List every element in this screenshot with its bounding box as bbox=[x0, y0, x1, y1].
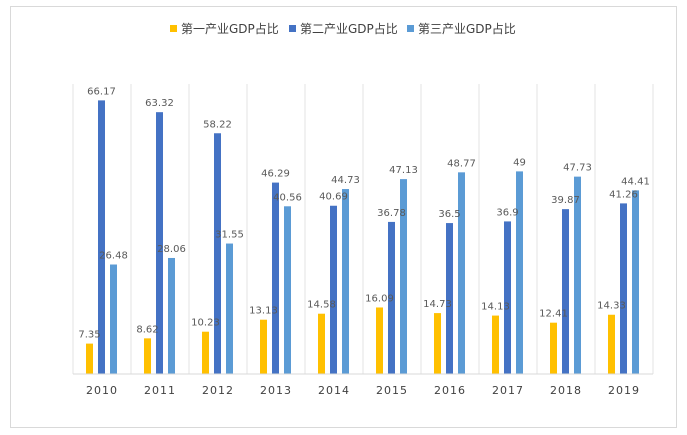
bar-2018-series-1 bbox=[550, 322, 557, 374]
bar-2019-series-2 bbox=[620, 203, 627, 374]
grid-lines bbox=[72, 84, 654, 374]
data-label-2019-series-3: 44.41 bbox=[621, 176, 650, 187]
data-label-2018-series-2: 39.87 bbox=[551, 195, 580, 206]
bar-2017-series-1 bbox=[492, 315, 499, 374]
data-label-2019-series-1: 14.33 bbox=[597, 301, 626, 312]
bar-2011-series-1 bbox=[144, 338, 151, 374]
data-label-2012-series-3: 31.55 bbox=[215, 230, 244, 241]
x-tick-label: 2017 bbox=[492, 384, 524, 397]
data-label-2017-series-1: 14.13 bbox=[481, 302, 510, 313]
bar-2010-series-1 bbox=[86, 343, 93, 374]
bar-2019-series-1 bbox=[608, 314, 615, 374]
bar-2014-series-1 bbox=[318, 313, 325, 374]
data-label-2010-series-1: 7.35 bbox=[78, 330, 100, 341]
x-axis: 2010 2011 2012 2013 2014 2015 2016 2017 2018 2019 bbox=[73, 373, 653, 397]
x-tick-label: 2018 bbox=[550, 384, 582, 397]
data-label-2010-series-2: 66.17 bbox=[87, 86, 116, 97]
data-label-2016-series-1: 14.73 bbox=[423, 299, 452, 310]
data-label-2010-series-3: 26.48 bbox=[99, 251, 128, 262]
data-label-2012-series-2: 58.22 bbox=[203, 119, 232, 130]
data-label-2013-series-3: 40.56 bbox=[273, 192, 302, 203]
data-label-2015-series-3: 47.13 bbox=[389, 165, 418, 176]
bar-2019-series-3 bbox=[632, 190, 639, 374]
bar-2015-series-3 bbox=[400, 179, 407, 374]
data-label-2015-series-2: 36.78 bbox=[377, 208, 406, 219]
data-label-2016-series-2: 36.5 bbox=[438, 209, 460, 220]
bar-2010-series-2 bbox=[98, 100, 105, 374]
data-label-2018-series-3: 47.73 bbox=[563, 163, 592, 174]
x-tick-label: 2014 bbox=[318, 384, 350, 397]
bar-2016-series-2 bbox=[446, 223, 453, 374]
data-label-2013-series-1: 13.13 bbox=[249, 306, 278, 317]
bar-2016-series-3 bbox=[458, 172, 465, 374]
bar-2016-series-1 bbox=[434, 313, 441, 374]
data-label-2011-series-1: 8.62 bbox=[136, 324, 158, 335]
x-tick-label: 2010 bbox=[86, 384, 118, 397]
bar-2013-series-1 bbox=[260, 319, 267, 374]
data-label-2015-series-1: 16.09 bbox=[365, 293, 394, 304]
data-label-2013-series-2: 46.29 bbox=[261, 169, 290, 180]
legend-swatch-series-1 bbox=[170, 25, 177, 32]
data-label-2014-series-3: 44.73 bbox=[331, 175, 360, 186]
x-tick-label: 2012 bbox=[202, 384, 234, 397]
legend-label-series-2: 第二产业GDP占比 bbox=[300, 21, 398, 36]
x-tick-label: 2016 bbox=[434, 384, 466, 397]
data-label-2014-series-2: 40.69 bbox=[319, 192, 348, 203]
bar-2011-series-3 bbox=[168, 257, 175, 374]
bar-2012-series-2 bbox=[214, 133, 221, 374]
x-tick-label: 2011 bbox=[144, 384, 176, 397]
bar-2012-series-3 bbox=[226, 243, 233, 374]
bar-2014-series-3 bbox=[342, 189, 349, 374]
legend-swatch-series-2 bbox=[289, 25, 296, 32]
x-tick-label: 2019 bbox=[608, 384, 640, 397]
data-labels: 7.35 66.17 26.48 8.62 63.32 28.06 10.23 58.22 31… bbox=[78, 86, 649, 340]
data-label-2011-series-2: 63.32 bbox=[145, 98, 174, 109]
bar-2012-series-1 bbox=[202, 331, 209, 374]
legend-label-series-3: 第三产业GDP占比 bbox=[418, 21, 516, 36]
bar-2017-series-3 bbox=[516, 171, 523, 374]
bar-2018-series-2 bbox=[562, 209, 569, 374]
data-label-2012-series-1: 10.23 bbox=[191, 318, 220, 329]
bar-2015-series-2 bbox=[388, 221, 395, 374]
legend: 第一产业GDP占比 第二产业GDP占比 第三产业GDP占比 bbox=[170, 21, 516, 36]
data-label-2017-series-3: 49 bbox=[513, 157, 526, 168]
legend-swatch-series-3 bbox=[407, 25, 414, 32]
bar-2018-series-3 bbox=[574, 176, 581, 374]
legend-label-series-1: 第一产业GDP占比 bbox=[181, 21, 279, 36]
bar-2013-series-2 bbox=[272, 182, 279, 374]
data-label-2019-series-2: 41.26 bbox=[609, 189, 638, 200]
data-label-2014-series-1: 14.58 bbox=[307, 300, 336, 311]
x-tick-label: 2013 bbox=[260, 384, 292, 397]
x-tick-label: 2015 bbox=[376, 384, 408, 397]
data-label-2017-series-2: 36.9 bbox=[496, 207, 518, 218]
bar-2013-series-3 bbox=[284, 206, 291, 374]
bar-2015-series-1 bbox=[376, 307, 383, 374]
bar-2014-series-2 bbox=[330, 205, 337, 374]
bars bbox=[86, 100, 639, 374]
data-label-2016-series-3: 48.77 bbox=[447, 158, 476, 169]
bar-2011-series-2 bbox=[156, 112, 163, 374]
data-label-2018-series-1: 12.41 bbox=[539, 309, 568, 320]
bar-2010-series-3 bbox=[110, 264, 117, 374]
data-label-2011-series-3: 28.06 bbox=[157, 244, 186, 255]
bar-2017-series-2 bbox=[504, 221, 511, 374]
